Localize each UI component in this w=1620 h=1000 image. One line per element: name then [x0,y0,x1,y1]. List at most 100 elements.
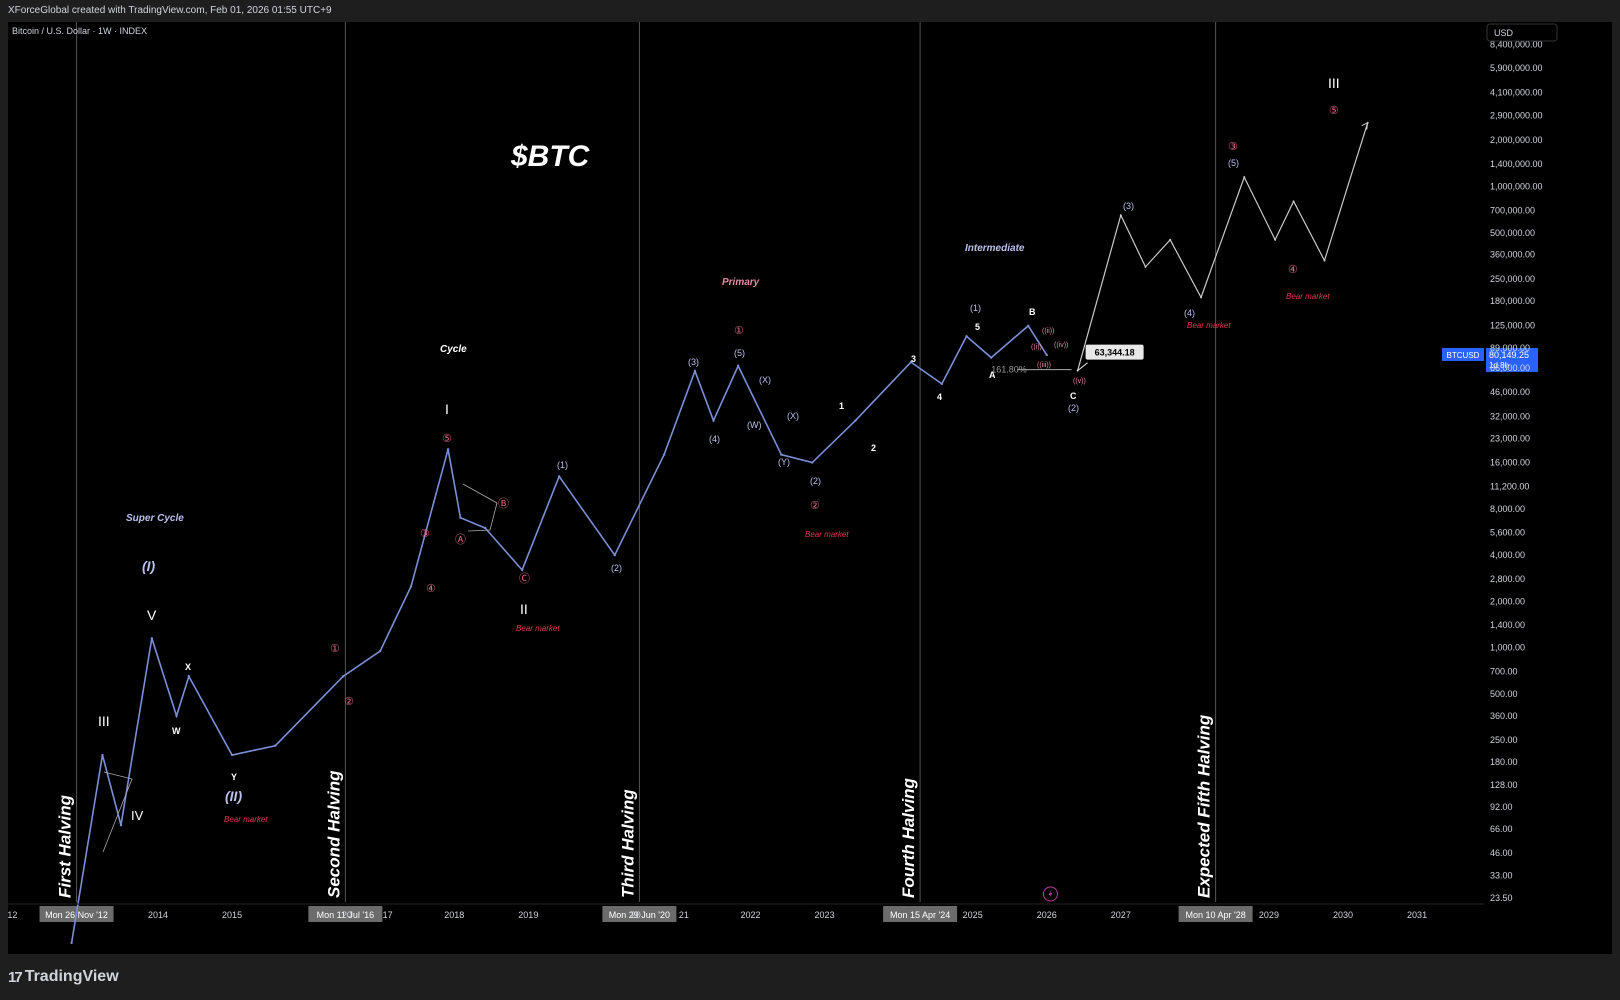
wave-annotation: Cycle [440,344,467,355]
currency-label: USD [1494,28,1514,38]
price-point [175,714,178,718]
y-tick-label: 23.50 [1490,893,1513,903]
y-tick-label: 128.00 [1490,780,1518,790]
y-tick-label: 125,000.00 [1490,320,1535,330]
x-tick-label: 20 [631,910,641,920]
price-point [378,649,382,653]
wave-annotation: 1 [839,401,844,411]
wave-annotation: Bear market [516,624,560,633]
wave-annotation: 5 [975,322,980,332]
y-tick-label: 360,000.00 [1490,250,1535,260]
wave-annotation: ② [810,500,820,512]
wave-annotation: Bear market [1187,321,1231,330]
price-point [119,823,123,827]
price-point [446,448,450,451]
x-tick-label: 2031 [1407,910,1427,920]
halving-date-badge [308,906,383,922]
halving-label: Second Halving [324,770,343,898]
price-point [459,516,462,519]
last-price-badge [1486,347,1538,372]
wave-annotation: Ⓑ [498,497,509,510]
projection-point [1292,200,1295,203]
symbol-title: Bitcoin / U.S. Dollar · 1W · INDEX [12,26,147,36]
target-price-box [1085,344,1144,360]
target-price-label: 63,344.18 [1095,348,1135,358]
wave-annotation: (3) [1123,201,1134,211]
price-point [909,360,913,364]
price-point [70,941,73,945]
wave-annotation: Bear market [1286,292,1330,301]
y-tick-label: 5,600.00 [1490,528,1525,538]
x-tick-label: 2023 [815,910,835,920]
halving-date-label: Mon 29 Jun '20 [609,910,670,920]
wave-annotation: (II) [225,788,242,804]
price-point [736,364,740,368]
y-tick-label: 16,000.00 [1490,458,1530,468]
price-point [274,744,277,747]
wave-annotation: (5) [734,348,745,358]
wave-annotation: (4) [709,434,720,444]
wave-annotation: Super Cycle [126,513,184,524]
wave-annotation: (W) [747,420,762,430]
wave-annotation: (X) [759,375,771,385]
x-tick-label: 2030 [1333,910,1353,920]
price-point [483,526,487,530]
y-tick-label: 1,000,000.00 [1490,181,1543,191]
wave-annotation: II [520,601,528,617]
y-tick-label: 1,000.00 [1490,643,1525,653]
price-point [811,461,814,464]
wave-annotation: (Y) [778,457,790,467]
price-point [990,356,993,359]
wave-annotation: Ⓐ [455,533,466,546]
y-tick-label: 32,000.00 [1490,411,1530,421]
wave-annotation: ① [734,325,744,337]
wave-annotation: Y [231,772,237,782]
y-tick-label: 2,900,000.00 [1490,110,1543,120]
wave-annotation: 3 [911,354,916,364]
y-tick-label: 4,100,000.00 [1490,87,1543,97]
halving-date-badge [602,906,677,922]
wave-annotation: ((ii)) [1042,328,1054,335]
tradingview-logo[interactable]: 17 TradingView [8,968,119,986]
halving-label: First Halving [56,794,75,898]
y-tick-label: 2,000.00 [1490,596,1525,606]
wave-annotation: Ⓒ [519,572,530,585]
price-point [854,419,857,422]
wave-annotation: (1) [970,303,981,313]
triangle-pattern [102,771,133,853]
y-tick-label: 1,400.00 [1490,620,1525,630]
price-point [712,419,715,422]
y-tick-label: 500.00 [1490,689,1518,699]
wave-annotation: (I) [142,558,156,574]
wave-annotation: (5) [1228,158,1239,168]
last-price-label: 80,149.25 [1489,350,1529,360]
y-tick-label: 250,000.00 [1490,274,1535,284]
price-point [613,553,616,557]
projection-point [1169,238,1172,241]
lightning-icon [1042,886,1058,902]
wave-annotation: C [1070,391,1077,401]
lightning-glyph [1048,890,1053,898]
price-point [187,675,191,678]
y-tick-label: 23,000.00 [1490,433,1530,443]
currency-box[interactable] [1486,23,1558,42]
wave-annotation: (4) [1184,308,1195,318]
y-tick-label: 8,400,000.00 [1490,39,1543,49]
halving-date-label: Mon 11 Jul '16 [317,910,375,920]
price-point [940,382,944,386]
y-tick-label: 700.00 [1490,666,1518,676]
y-tick-label: 360.00 [1490,711,1518,721]
wave-annotation: I [445,401,449,417]
halving-label: Fourth Halving [899,777,918,898]
x-tick-label: 17 [383,910,393,920]
x-tick-label: 21 [679,910,689,920]
y-tick-label: 92.00 [1490,802,1513,812]
price-point [557,475,561,478]
halving-label: Expected Fifth Halving [1195,714,1214,898]
wave-annotation: III [98,713,110,729]
chart-frame[interactable]: Mon 26 Nov '12 First Halving Mon 11 Jul '1… [2,22,1612,954]
projection-point [1274,238,1277,241]
wave-annotation: V [147,607,157,623]
y-tick-label: 46.00 [1490,848,1513,858]
